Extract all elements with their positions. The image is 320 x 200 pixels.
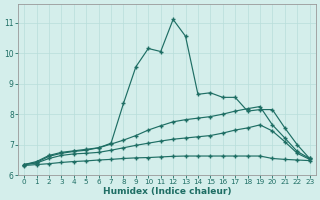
X-axis label: Humidex (Indice chaleur): Humidex (Indice chaleur) (103, 187, 231, 196)
